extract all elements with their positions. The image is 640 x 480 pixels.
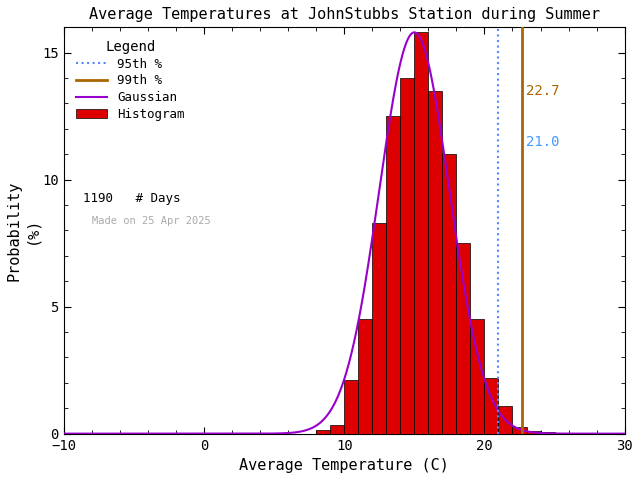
Bar: [499, 406, 513, 433]
Text: 22.7: 22.7: [526, 84, 559, 98]
Bar: [428, 91, 442, 433]
Bar: [316, 430, 330, 433]
X-axis label: Average Temperature (C): Average Temperature (C): [239, 458, 449, 473]
Bar: [484, 378, 499, 433]
Bar: [470, 319, 484, 433]
Legend: 95th %, 99th %, Gaussian, Histogram: 95th %, 99th %, Gaussian, Histogram: [70, 34, 191, 127]
Bar: [442, 154, 456, 433]
Bar: [344, 380, 358, 433]
Bar: [456, 243, 470, 433]
Text: 21.0: 21.0: [526, 134, 559, 149]
Text: 1190   # Days: 1190 # Days: [83, 192, 181, 205]
Bar: [330, 425, 344, 433]
Bar: [400, 78, 414, 433]
Title: Average Temperatures at JohnStubbs Station during Summer: Average Temperatures at JohnStubbs Stati…: [89, 7, 600, 22]
Bar: [387, 116, 400, 433]
Text: Made on 25 Apr 2025: Made on 25 Apr 2025: [92, 216, 211, 226]
Bar: [372, 223, 387, 433]
Bar: [527, 431, 541, 433]
Y-axis label: Probability
(%): Probability (%): [7, 180, 39, 281]
Bar: [414, 32, 428, 433]
Bar: [513, 427, 527, 433]
Bar: [358, 319, 372, 433]
Bar: [541, 432, 555, 433]
